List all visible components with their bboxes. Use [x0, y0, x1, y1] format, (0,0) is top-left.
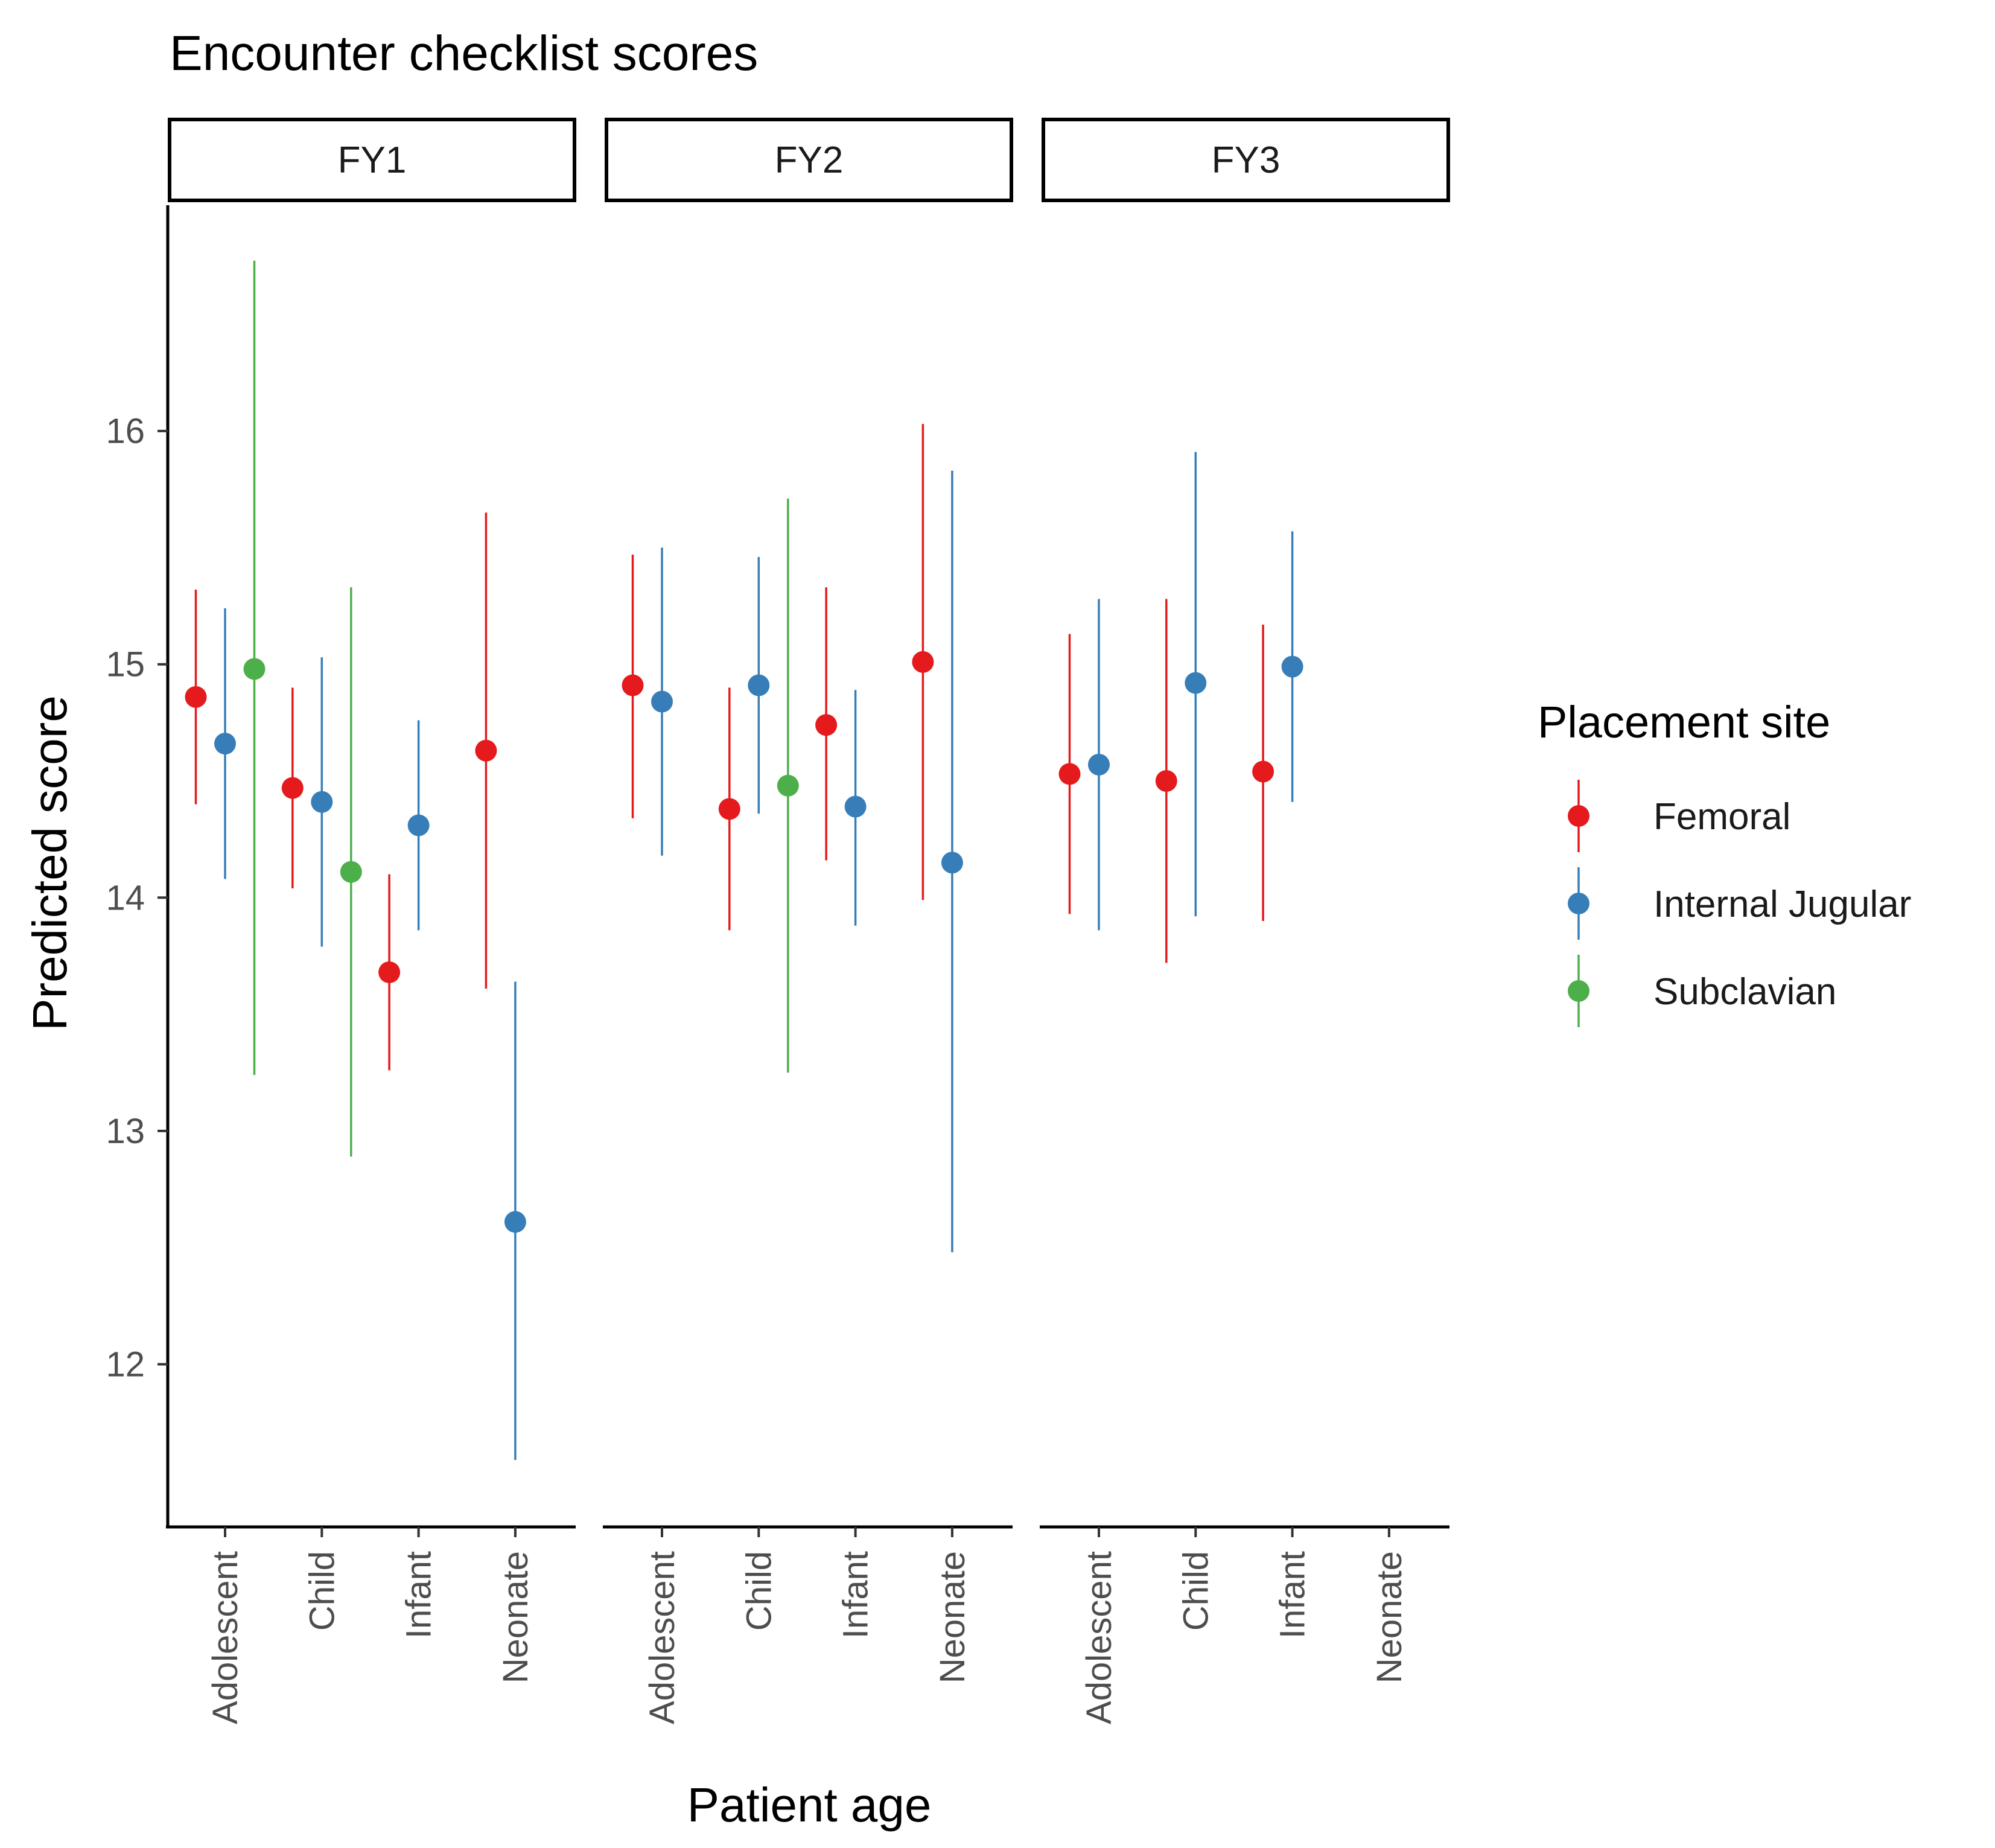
strip-label-fy1: FY1	[338, 139, 407, 181]
y-tick-label-15: 15	[106, 645, 145, 684]
legend-key-point-internal-jugular	[1568, 893, 1589, 914]
data-point-subclavian-fy1-adolescent	[243, 658, 266, 680]
x-tick-label-fy1-infant: Infant	[399, 1551, 439, 1639]
y-tick-label-13: 13	[106, 1112, 145, 1151]
strip-box-fy3	[1042, 118, 1450, 202]
data-point-subclavian-fy2-child	[777, 774, 799, 797]
data-point-femoral-fy3-infant	[1252, 760, 1274, 783]
legend-key-point-subclavian	[1568, 980, 1589, 1002]
data-point-internal-jugular-fy1-infant	[407, 814, 430, 836]
legend-label-subclavian: Subclavian	[1653, 971, 1836, 1013]
data-point-femoral-fy2-infant	[815, 714, 838, 736]
data-point-internal-jugular-fy1-neonate	[504, 1211, 526, 1233]
data-point-femoral-fy1-child	[281, 777, 304, 799]
legend-title: Placement site	[1538, 697, 1830, 747]
legend-label-internal-jugular: Internal Jugular	[1653, 884, 1911, 925]
facet-panel-fy3: FY3 Adolescent Child Infant Neonate	[1040, 118, 1450, 1724]
legend-entry-internal-jugular: Internal Jugular	[1568, 867, 1911, 940]
facet-panel-fy2: FY2 Adolescent Child Infant Neonate	[603, 118, 1013, 1724]
data-point-internal-jugular-fy2-child	[748, 674, 770, 696]
data-point-femoral-fy3-child	[1155, 770, 1177, 792]
legend-entries: Femoral Internal Jugular Subclavian	[1568, 780, 1911, 1027]
legend-entry-subclavian: Subclavian	[1568, 955, 1836, 1027]
x-tick-label-fy1-neonate: Neonate	[496, 1551, 535, 1683]
legend-key-point-femoral	[1568, 805, 1589, 827]
data-point-femoral-fy1-adolescent	[185, 686, 207, 708]
facet-panel-fy1: FY1 Adolescent Child Infant Neonate	[166, 118, 576, 1724]
data-point-internal-jugular-fy3-infant	[1281, 655, 1303, 678]
x-tick-label-fy2-neonate: Neonate	[933, 1551, 972, 1683]
chart-title: Encounter checklist scores	[170, 26, 758, 81]
data-point-femoral-fy1-infant	[378, 961, 401, 984]
x-tick-label-fy1-adolescent: Adolescent	[206, 1551, 245, 1724]
series-internal-jugular	[214, 451, 1303, 1461]
data-point-internal-jugular-fy3-adolescent	[1088, 753, 1110, 776]
data-point-femoral-fy1-neonate	[475, 739, 497, 762]
strip-label-fy3: FY3	[1212, 139, 1281, 181]
data-point-internal-jugular-fy2-neonate	[941, 852, 963, 874]
strip-label-fy2: FY2	[775, 139, 844, 181]
x-tick-label-fy3-neonate: Neonate	[1370, 1551, 1409, 1683]
x-tick-label-fy3-child: Child	[1176, 1551, 1215, 1631]
data-point-internal-jugular-fy1-child	[311, 791, 333, 813]
legend-entry-femoral: Femoral	[1568, 780, 1790, 852]
data-point-internal-jugular-fy2-infant	[844, 795, 867, 818]
x-tick-label-fy2-child: Child	[739, 1551, 778, 1631]
data-point-internal-jugular-fy1-adolescent	[214, 733, 236, 755]
y-tick-label-16: 16	[106, 412, 145, 451]
x-tick-label-fy2-adolescent: Adolescent	[643, 1551, 682, 1724]
strip-box-fy2	[605, 118, 1013, 202]
strip-box-fy1	[168, 118, 576, 202]
x-axis-title: Patient age	[687, 1778, 932, 1832]
data-point-internal-jugular-fy2-adolescent	[651, 690, 673, 713]
legend-label-femoral: Femoral	[1653, 796, 1790, 838]
data-point-femoral-fy2-adolescent	[622, 674, 644, 696]
y-tick-label-14: 14	[106, 878, 145, 917]
facet-panels: FY1 Adolescent Child Infant Neonate FY2 Adoles…	[166, 118, 1450, 1724]
x-tick-label-fy1-child: Child	[302, 1551, 342, 1631]
data-point-internal-jugular-fy3-child	[1185, 672, 1207, 694]
series-femoral	[185, 424, 1274, 1071]
data-point-femoral-fy3-adolescent	[1058, 763, 1081, 785]
y-axis-title: Predicted score	[23, 695, 77, 1031]
data-point-femoral-fy2-child	[718, 798, 740, 820]
x-tick-label-fy3-infant: Infant	[1273, 1551, 1312, 1639]
series-subclavian	[243, 260, 799, 1157]
legend: Placement site Femoral Internal Jugular Su…	[1538, 697, 1911, 1027]
y-axis: 12 13 14 15 16	[106, 205, 170, 1528]
x-tick-label-fy2-infant: Infant	[836, 1551, 876, 1639]
data-point-subclavian-fy1-child	[340, 861, 362, 883]
x-tick-label-fy3-adolescent: Adolescent	[1080, 1551, 1119, 1724]
y-tick-label-12: 12	[106, 1345, 145, 1384]
data-point-femoral-fy2-neonate	[912, 651, 934, 673]
